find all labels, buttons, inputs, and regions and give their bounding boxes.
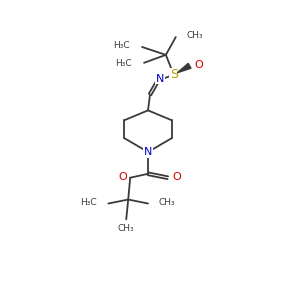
Text: CH₃: CH₃ — [118, 224, 134, 233]
Text: O: O — [172, 172, 181, 182]
Text: N: N — [156, 74, 164, 84]
Text: H₃C: H₃C — [80, 198, 97, 207]
Text: CH₃: CH₃ — [187, 31, 203, 40]
Text: S: S — [170, 68, 178, 81]
Text: H₃C: H₃C — [114, 41, 130, 50]
Text: O: O — [118, 172, 127, 182]
Polygon shape — [177, 63, 191, 73]
Text: N: N — [144, 147, 152, 157]
Text: CH₃: CH₃ — [159, 198, 175, 207]
Text: O: O — [194, 60, 203, 70]
Text: H₃C: H₃C — [116, 59, 132, 68]
